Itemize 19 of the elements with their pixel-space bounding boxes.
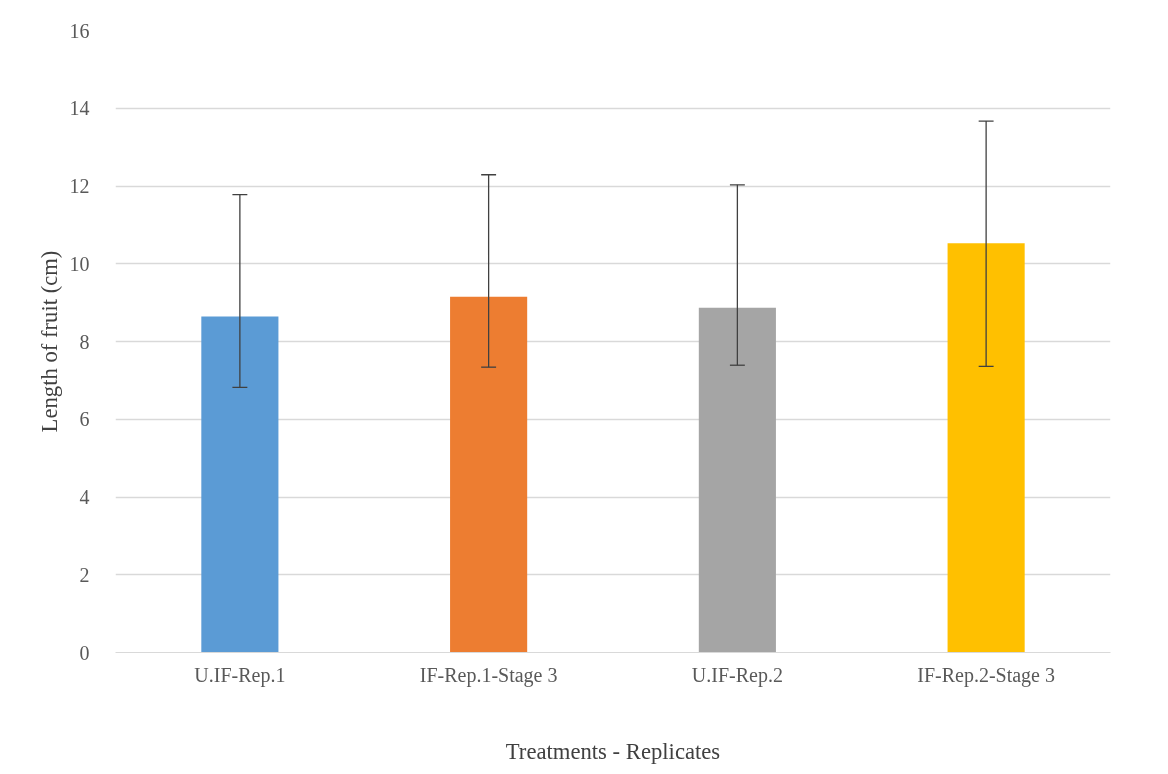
bar [947, 243, 1025, 653]
y-tick-label: 12 [69, 175, 90, 197]
x-tick-label: IF-Rep.2-Stage 3 [917, 663, 1056, 687]
bar [450, 296, 528, 653]
y-axis-title: Length of fruit (cm) [36, 250, 62, 433]
y-tick-label: 4 [79, 486, 90, 508]
x-tick-label: IF-Rep.1-Stage 3 [419, 663, 558, 687]
y-tick-label: 2 [79, 563, 90, 586]
x-axis-title: Treatments - Replicates [505, 738, 721, 764]
y-tick-label: 8 [79, 330, 90, 353]
x-tick-label: U.IF-Rep.1 [194, 663, 286, 687]
y-tick-label: 10 [69, 252, 90, 275]
y-tick-label: 6 [79, 408, 90, 431]
bar [201, 316, 279, 653]
y-tick-label: 0 [79, 641, 90, 664]
x-tick-label: U.IF-Rep.2 [691, 663, 783, 687]
bar [698, 307, 776, 653]
y-tick-label: 14 [69, 97, 90, 120]
y-tick-label: 16 [69, 19, 90, 42]
